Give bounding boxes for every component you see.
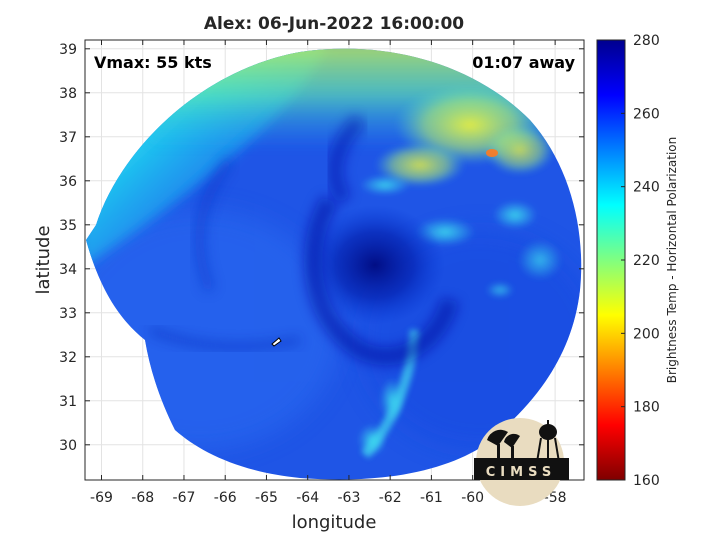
x-tick-label: -64 — [296, 490, 319, 506]
y-tick-label: 30 — [59, 438, 77, 454]
x-tick-label: -68 — [131, 490, 154, 506]
logo-text: CIMSS — [486, 465, 556, 480]
colorbar-tick-label: 280 — [633, 33, 660, 49]
y-tick-label: 37 — [59, 130, 77, 146]
x-tick-label: -61 — [420, 490, 443, 506]
y-tick-label: 35 — [59, 218, 77, 234]
time-away-annotation: 01:07 away — [472, 53, 575, 72]
y-tick-label: 39 — [59, 42, 77, 58]
x-axis-label: longitude — [292, 512, 377, 533]
x-tick-label: -63 — [337, 490, 360, 506]
x-tick-label: -62 — [379, 490, 402, 506]
x-axis: -69-68-67-66-65-64-63-62-61-60-59-58 — [90, 40, 567, 506]
y-axis: 30 31 32 33 34 35 36 37 38 39 — [59, 42, 584, 454]
y-tick-label: 32 — [59, 350, 77, 366]
y-tick-label: 33 — [59, 306, 77, 322]
colorbar — [596, 39, 626, 481]
x-tick-label: -66 — [214, 490, 237, 506]
y-axis-label: latitude — [33, 225, 54, 294]
vmax-annotation: Vmax: 55 kts — [94, 53, 212, 72]
y-tick-label: 38 — [59, 86, 77, 102]
y-tick-label: 36 — [59, 174, 77, 190]
brightness-temp-heatmap — [86, 48, 582, 480]
chart-title: Alex: 06-Jun-2022 16:00:00 — [204, 14, 464, 34]
colorbar-tick-label: 240 — [633, 180, 660, 196]
axes-frame — [84, 39, 585, 481]
colorbar-ticks: 160 180 200 220 240 260 280 — [621, 33, 660, 489]
colorbar-tick-label: 260 — [633, 106, 660, 122]
colorbar-tick-label: 160 — [633, 473, 660, 489]
x-tick-label: -60 — [461, 490, 484, 506]
x-tick-label: -65 — [255, 490, 278, 506]
colorbar-tick-label: 180 — [633, 400, 660, 416]
colorbar-tick-label: 200 — [633, 326, 660, 342]
y-tick-label: 31 — [59, 394, 77, 410]
colorbar-tick-label: 220 — [633, 253, 660, 269]
x-tick-label: -67 — [173, 490, 196, 506]
cimss-logo: CIMSS — [474, 418, 569, 506]
colorbar-label: Brightness Temp - Horizontal Polarizatio… — [665, 137, 679, 384]
x-tick-label: -69 — [90, 490, 113, 506]
y-tick-label: 34 — [59, 262, 77, 278]
